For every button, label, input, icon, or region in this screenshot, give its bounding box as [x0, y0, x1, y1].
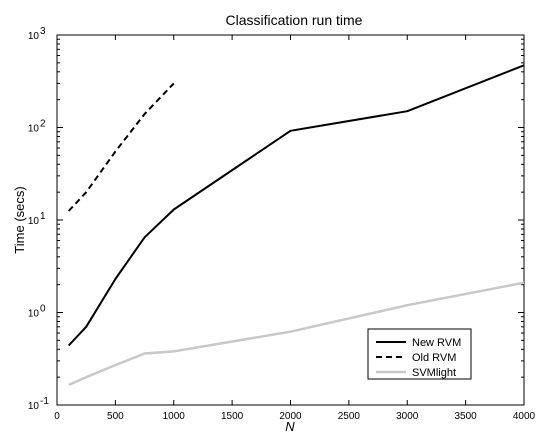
y-tick-label: 10	[28, 216, 40, 227]
y-tick-label-exponent: 3	[40, 26, 46, 37]
x-tick-label: 3000	[396, 411, 419, 422]
y-tick-label: 10	[28, 31, 40, 42]
series-line-new-rvm	[67, 64, 525, 347]
x-tick-label: 500	[107, 411, 124, 422]
chart-title: Classification run time	[226, 12, 363, 28]
y-tick-label: 10	[28, 124, 40, 135]
x-axis-title: N	[285, 419, 295, 434]
y-tick-label: 10	[28, 401, 40, 412]
legend-box	[367, 328, 472, 380]
legend-label-svmlight: SVMlight	[412, 367, 456, 379]
x-tick-label: 3500	[455, 411, 478, 422]
y-tick-label: 10	[28, 309, 40, 320]
y-axis-title: Time (secs)	[12, 186, 27, 253]
x-tick-label: 2500	[338, 411, 361, 422]
y-tick-label-exponent: 0	[40, 304, 46, 315]
series-layer	[67, 64, 525, 387]
legend-label-old-rvm: Old RVM	[412, 352, 456, 364]
x-tick-label: 2000	[279, 411, 302, 422]
x-tick-label: 0	[54, 411, 60, 422]
legend-label-new-rvm: New RVM	[412, 337, 461, 349]
series-line-svmlight	[68, 281, 525, 387]
series-line-old-rvm	[67, 82, 175, 212]
x-tick-label: 4000	[513, 411, 536, 422]
y-tick-label-exponent: 1	[40, 211, 46, 222]
y-tick-label-exponent: 2	[40, 119, 46, 130]
x-tick-label: 1500	[221, 411, 244, 422]
y-tick-label-exponent: -1	[40, 396, 49, 407]
legend: New RVM Old RVM SVMlight	[367, 328, 472, 380]
x-tick-label: 1000	[163, 411, 186, 422]
